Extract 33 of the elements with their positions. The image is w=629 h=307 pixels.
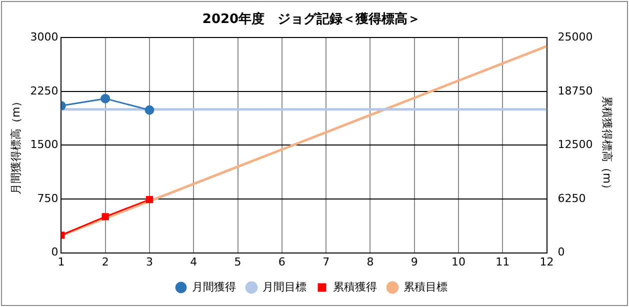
x-tick-label: 9 [410, 255, 418, 268]
point [144, 105, 154, 115]
legend-label: 月間獲得 [192, 280, 236, 294]
point [102, 213, 109, 220]
legend-label: 累積目標 [404, 280, 448, 294]
y2-tick-label: 18750 [558, 84, 593, 98]
y2-axis-title: 累積獲得標高（m） [600, 96, 614, 195]
x-tick-label: 12 [540, 255, 554, 268]
y2-tick-label: 6250 [558, 192, 586, 205]
y-tick-label: 3000 [30, 30, 58, 44]
x-tick-label: 3 [146, 255, 153, 268]
legend-label: 月間目標 [262, 280, 306, 294]
x-tick-label: 2 [102, 255, 109, 268]
point [146, 196, 154, 204]
point [100, 94, 110, 104]
y2-tick-label: 0 [558, 246, 565, 259]
x-tick-label: 8 [366, 255, 374, 268]
x-tick-label: 5 [234, 255, 242, 268]
x-tick-label: 1 [58, 255, 65, 268]
x-tick-label: 11 [496, 255, 510, 268]
y-axis-title: 月間獲得標高（m） [9, 96, 22, 195]
legend-label: 累積獲得 [333, 280, 377, 294]
x-tick-label: 6 [278, 255, 286, 268]
x-tick-label: 4 [190, 255, 198, 268]
x-tick-label: 10 [452, 255, 466, 268]
chart-title: 2020年度 ジョグ記録＜獲得標高＞ [202, 11, 421, 28]
y-tick-label: 2250 [30, 84, 58, 98]
y-tick-label: 750 [37, 192, 58, 205]
y-tick-label: 1500 [30, 138, 58, 152]
y-tick-label: 0 [51, 246, 58, 259]
y2-tick-label: 12500 [558, 138, 593, 152]
x-tick-label: 7 [322, 255, 330, 268]
y2-tick-label: 25000 [558, 30, 593, 44]
